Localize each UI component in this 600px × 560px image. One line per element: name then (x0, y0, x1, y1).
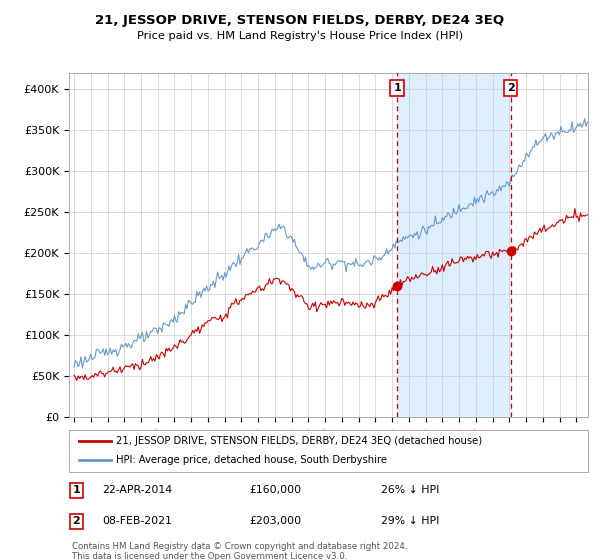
Text: 21, JESSOP DRIVE, STENSON FIELDS, DERBY, DE24 3EQ (detached house): 21, JESSOP DRIVE, STENSON FIELDS, DERBY,… (116, 436, 482, 446)
Text: 1: 1 (393, 83, 401, 93)
Text: 29% ↓ HPI: 29% ↓ HPI (381, 516, 439, 526)
Text: HPI: Average price, detached house, South Derbyshire: HPI: Average price, detached house, Sout… (116, 455, 387, 465)
Bar (397, 73, 511, 417)
Text: 22-APR-2014: 22-APR-2014 (102, 486, 172, 495)
Text: 26% ↓ HPI: 26% ↓ HPI (381, 486, 439, 495)
Text: Contains HM Land Registry data © Crown copyright and database right 2024.
This d: Contains HM Land Registry data © Crown c… (72, 542, 407, 560)
Text: 08-FEB-2021: 08-FEB-2021 (102, 516, 172, 526)
Text: £203,000: £203,000 (249, 516, 301, 526)
Text: 2: 2 (73, 516, 80, 526)
Text: 21, JESSOP DRIVE, STENSON FIELDS, DERBY, DE24 3EQ: 21, JESSOP DRIVE, STENSON FIELDS, DERBY,… (95, 14, 505, 27)
Text: £160,000: £160,000 (249, 486, 301, 495)
Text: Price paid vs. HM Land Registry's House Price Index (HPI): Price paid vs. HM Land Registry's House … (137, 31, 463, 41)
Text: 2: 2 (507, 83, 515, 93)
Text: 1: 1 (73, 486, 80, 495)
